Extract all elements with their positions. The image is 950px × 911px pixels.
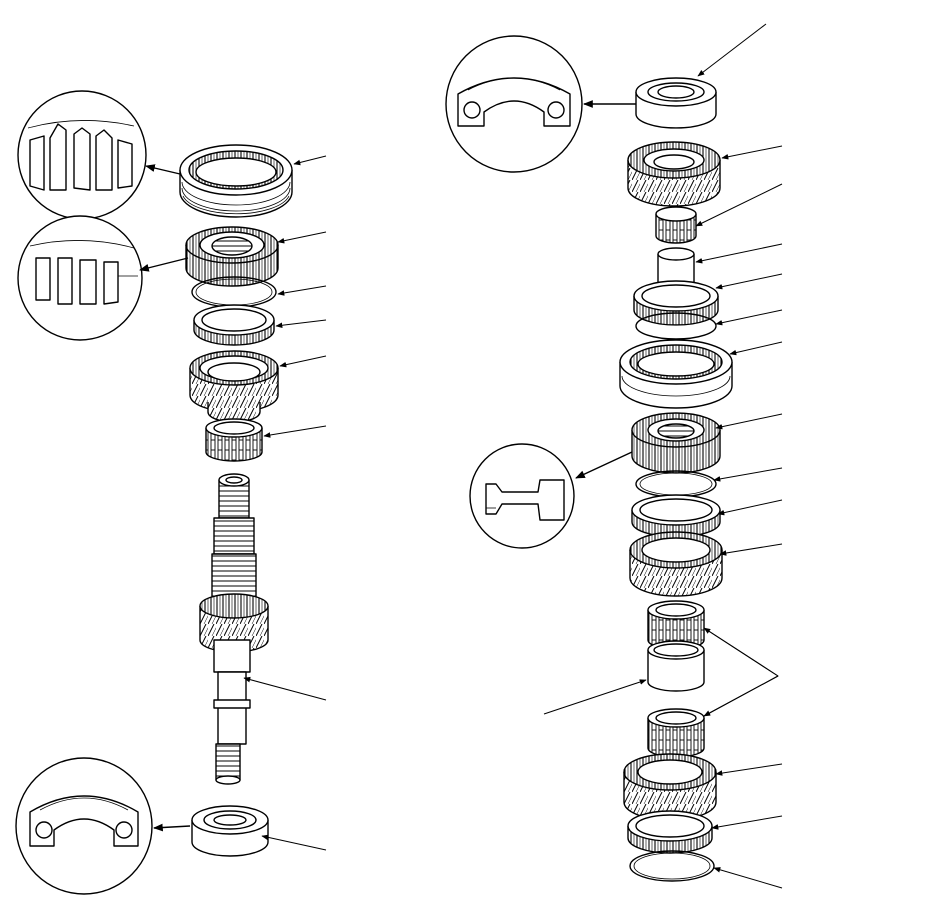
right-synchro-hub-gear (631, 412, 721, 474)
right-helical-gear-middle (629, 531, 723, 597)
left-needle-bearing (205, 418, 263, 462)
detail-view-right-bearing (445, 35, 583, 173)
detail-view-hub-profile (469, 443, 575, 549)
right-distance-collar-2 (647, 640, 705, 692)
right-helical-gear-bottom (623, 753, 717, 821)
left-synchro-hub-gear (185, 226, 279, 287)
detail-1-arrow (145, 164, 181, 175)
detail-hub-profile-arrow (575, 451, 633, 479)
right-leader-lines (543, 23, 783, 889)
right-needle-bearing-1 (655, 206, 697, 244)
detail-view-left-bearing (15, 757, 153, 895)
detail-view-hub-teeth (17, 215, 143, 341)
right-helical-gear-top (627, 141, 721, 207)
right-synchro-ring-3 (627, 810, 713, 854)
detail-3-arrow (153, 823, 191, 832)
right-synchro-ring-2 (631, 494, 721, 538)
detail-view-sleeve-teeth (17, 90, 147, 220)
right-friction-ring-2 (635, 470, 717, 498)
left-ball-bearing (191, 805, 269, 857)
right-ball-bearing (635, 77, 717, 129)
detail-2-arrow (139, 257, 189, 272)
right-retaining-ring (629, 850, 715, 882)
left-synchro-ring (193, 304, 275, 346)
left-helical-gear (189, 350, 279, 423)
left-leader-lines (243, 155, 327, 851)
left-mainshaft (199, 473, 269, 785)
right-friction-ring-1 (635, 312, 717, 340)
left-synchro-sleeve (179, 144, 293, 218)
right-needle-bearing-3 (647, 708, 705, 758)
right-synchro-ring-1 (633, 280, 719, 326)
right-synchro-sleeve (619, 339, 733, 409)
